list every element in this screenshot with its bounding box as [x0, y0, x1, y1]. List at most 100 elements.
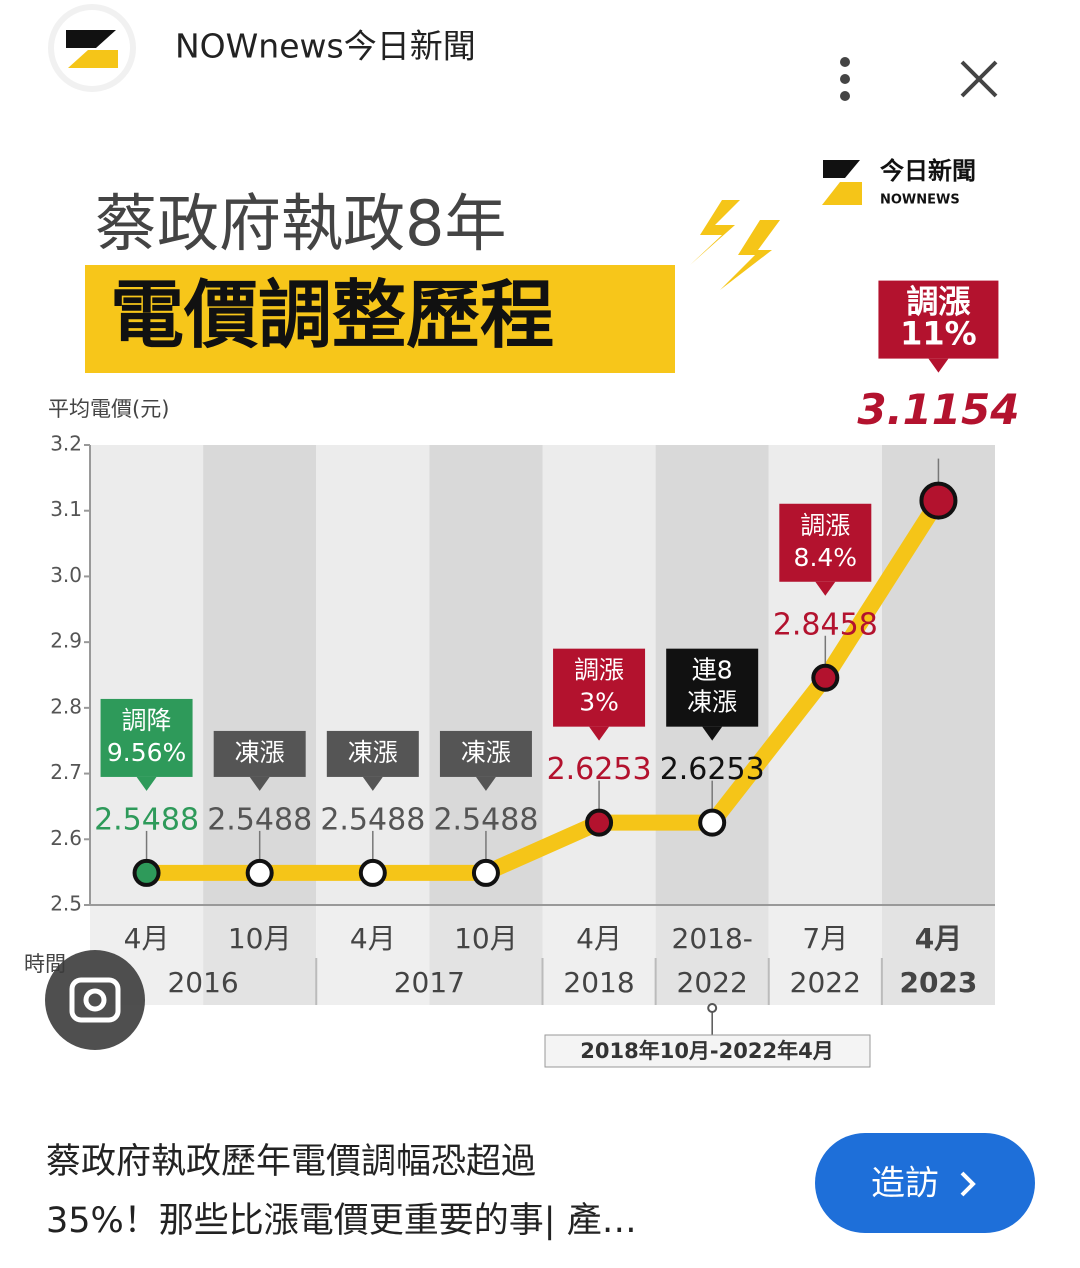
value-label: 2.5488	[207, 802, 312, 837]
x-tick-label: 7月	[802, 922, 848, 955]
note-box	[553, 648, 646, 727]
note-box	[213, 730, 306, 777]
note-box	[666, 648, 759, 727]
note-text: 連8	[692, 656, 733, 685]
x-tick-label: 2018-	[672, 922, 753, 955]
x-year-label: 2022	[790, 966, 861, 999]
point	[132, 858, 161, 887]
note-pointer	[815, 581, 836, 596]
note-pointer	[136, 776, 157, 791]
column-band	[429, 445, 543, 905]
caption-line: 35%！那些比漲電價更重要的事| 產…	[46, 1201, 637, 1241]
note-pointer	[928, 358, 949, 373]
axis-band	[542, 905, 656, 1005]
subtitle-band	[85, 265, 675, 373]
x-tick-label: 4月	[124, 922, 170, 955]
dot	[840, 91, 850, 101]
x-year-label: 2016	[167, 966, 238, 999]
menu-button[interactable]	[840, 57, 850, 101]
note-text: 凍漲	[348, 738, 398, 767]
point	[811, 663, 840, 692]
caption-line: 蔡政府執政歷年電價調幅恐超過	[46, 1142, 536, 1182]
x-year-label: 2023	[899, 966, 977, 999]
y-tick-label: 2.9	[50, 629, 82, 653]
logo-mark	[68, 50, 118, 68]
y-tick-label: 3.0	[50, 563, 82, 587]
chart-subtitle: 電價調整歷程	[110, 273, 554, 359]
axis-band	[655, 905, 769, 1005]
y-tick-label: 3.2	[50, 432, 82, 456]
dot	[840, 74, 850, 84]
y-tick-label: 2.5	[50, 892, 82, 916]
note-pointer	[475, 776, 496, 791]
y-tick-label: 2.8	[50, 694, 82, 718]
x-year-label: 2017	[394, 966, 465, 999]
column-band	[316, 445, 430, 905]
footnote-box	[544, 1034, 871, 1068]
chart-title: 蔡政府執政8年	[95, 187, 506, 260]
lens-circle	[45, 950, 145, 1050]
price-line	[146, 496, 946, 881]
value-label: 2.5488	[433, 802, 538, 837]
note-text: 凍漲	[235, 738, 285, 767]
axis-band	[203, 905, 317, 1005]
note-text: 3%	[579, 688, 619, 717]
note-pointer	[249, 776, 270, 791]
note-box	[878, 280, 999, 359]
bolt	[720, 220, 780, 290]
close-stroke	[960, 60, 998, 98]
note-text: 調漲	[574, 656, 624, 685]
value-label: 2.5488	[94, 802, 199, 837]
note-box	[326, 730, 419, 777]
note-text: 調漲	[906, 283, 970, 321]
x-tick-label: 4月	[576, 922, 622, 955]
logo-mark	[823, 160, 860, 178]
logo-mark	[66, 30, 116, 48]
point	[245, 858, 274, 887]
note-pointer	[362, 776, 383, 791]
y-tick-label: 2.6	[50, 826, 82, 850]
value-label: 2.8458	[773, 607, 878, 642]
x-tick-label: 4月	[915, 922, 962, 955]
value-label: 3.1154	[857, 385, 1019, 434]
point	[919, 481, 958, 520]
note-box	[439, 730, 532, 777]
note-text: 調降	[122, 706, 172, 735]
y-tick-label: 2.7	[50, 760, 82, 784]
visit-button-bg	[815, 1133, 1035, 1233]
footnote-dot	[707, 1003, 718, 1013]
column-band	[203, 445, 317, 905]
point	[698, 808, 727, 837]
close-button[interactable]	[960, 60, 998, 98]
note-pointer	[589, 726, 610, 741]
point	[471, 858, 500, 887]
note-box	[779, 503, 872, 582]
visit-button[interactable]: 造訪	[815, 1133, 1035, 1233]
column-band	[90, 445, 204, 905]
logo-mark	[822, 182, 862, 205]
x-tick-label: 10月	[454, 922, 518, 955]
note-text: 凍漲	[461, 738, 511, 767]
logo-text: NOWNEWS	[880, 193, 960, 208]
axis-band	[881, 905, 995, 1005]
note-text: 9.56%	[107, 738, 186, 767]
visit-label: 造訪	[871, 1164, 939, 1204]
dot	[840, 57, 850, 67]
bolt	[690, 200, 740, 265]
lens-icon	[83, 988, 107, 1012]
column-band	[881, 445, 995, 905]
y-tick-label: 3.1	[50, 497, 82, 521]
point	[358, 858, 387, 887]
value-label: 2.6253	[547, 752, 652, 787]
point	[585, 808, 614, 837]
lens-button[interactable]	[45, 950, 145, 1050]
logo-text: 今日新聞	[880, 157, 976, 185]
site-name: NOWnews今日新聞	[175, 27, 476, 66]
value-label: 2.5488	[320, 802, 425, 837]
y-axis-title: 平均電價(元)	[48, 397, 169, 421]
value-label: 2.6253	[660, 752, 765, 787]
lens-icon	[69, 977, 121, 1023]
note-pointer	[702, 726, 723, 741]
chevron	[960, 1171, 976, 1197]
